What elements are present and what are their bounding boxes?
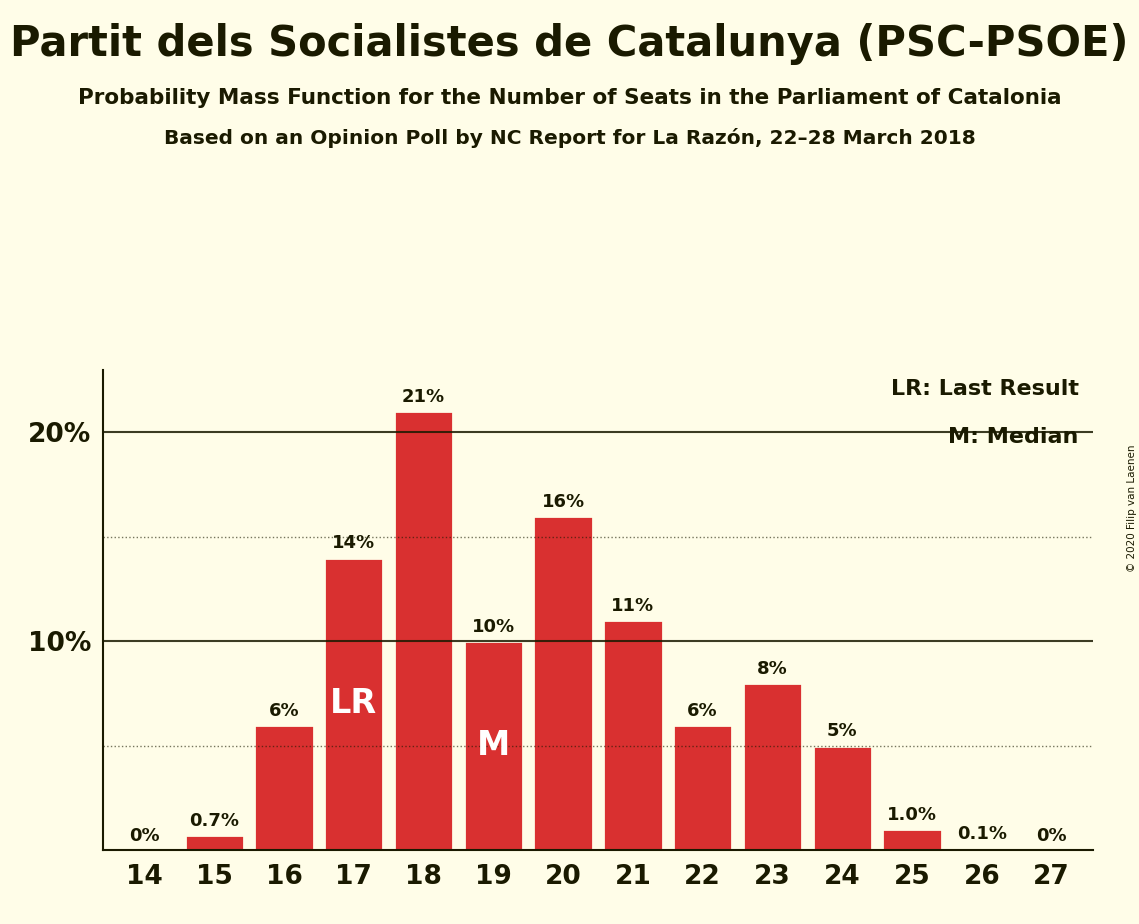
Text: Probability Mass Function for the Number of Seats in the Parliament of Catalonia: Probability Mass Function for the Number…	[77, 88, 1062, 108]
Bar	[952, 848, 1011, 850]
Text: Partit dels Socialistes de Catalunya (PSC-PSOE): Partit dels Socialistes de Catalunya (PS…	[10, 23, 1129, 65]
Bar	[743, 683, 802, 850]
Bar	[325, 557, 384, 850]
Bar	[883, 829, 942, 850]
Bar	[464, 641, 523, 850]
Bar	[604, 620, 663, 850]
Text: 6%: 6%	[269, 701, 300, 720]
Text: 21%: 21%	[402, 388, 445, 407]
Text: 0.1%: 0.1%	[957, 825, 1007, 843]
Bar	[254, 724, 313, 850]
Bar	[394, 411, 453, 850]
Bar	[812, 746, 871, 850]
Bar	[673, 724, 732, 850]
Text: 10%: 10%	[472, 618, 515, 636]
Text: 0%: 0%	[129, 827, 159, 845]
Text: LR: Last Result: LR: Last Result	[891, 379, 1079, 399]
Text: 5%: 5%	[827, 723, 858, 740]
Text: 0.7%: 0.7%	[189, 812, 239, 831]
Text: 6%: 6%	[687, 701, 718, 720]
Text: 8%: 8%	[757, 660, 788, 677]
Text: 0%: 0%	[1036, 827, 1067, 845]
Text: 1.0%: 1.0%	[887, 806, 937, 824]
Text: 14%: 14%	[333, 534, 375, 553]
Text: LR: LR	[330, 687, 377, 721]
Text: © 2020 Filip van Laenen: © 2020 Filip van Laenen	[1126, 444, 1137, 572]
Text: Based on an Opinion Poll by NC Report for La Razón, 22–28 March 2018: Based on an Opinion Poll by NC Report fo…	[164, 128, 975, 148]
Text: 11%: 11%	[612, 597, 655, 615]
Text: M: M	[477, 729, 510, 762]
Bar	[185, 835, 244, 850]
Text: M: Median: M: Median	[948, 427, 1079, 447]
Text: 16%: 16%	[541, 492, 584, 511]
Bar	[533, 516, 592, 850]
